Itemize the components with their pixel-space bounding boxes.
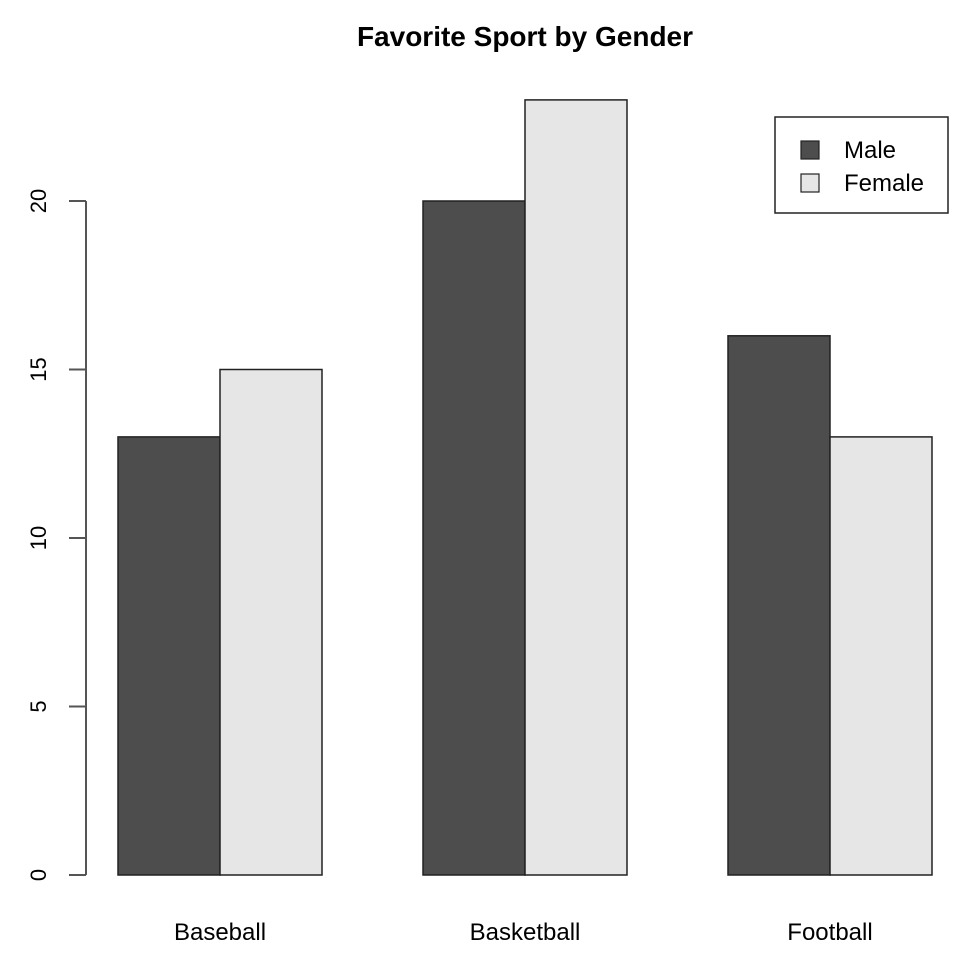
bars (117, 99, 933, 876)
legend-swatch-female (800, 173, 820, 193)
x-tick-label: Baseball (174, 919, 266, 946)
bar-female-basketball (524, 99, 628, 876)
y-tick-label: 15 (26, 357, 51, 381)
x-tick-label: Basketball (470, 919, 581, 946)
bar-male-football (727, 335, 831, 876)
bar-male-baseball (117, 436, 221, 876)
y-tick-label: 10 (26, 526, 51, 550)
x-axis-labels: Baseball Basketball Football (174, 919, 873, 946)
y-tick-label: 20 (26, 189, 51, 213)
y-axis: 0 5 10 15 20 (26, 189, 87, 881)
legend-swatch-male (800, 140, 820, 160)
bar-female-football (829, 436, 933, 876)
legend-box (774, 116, 949, 214)
x-tick-label: Football (787, 919, 872, 946)
legend: Male Female (774, 116, 949, 214)
y-tick-label: 0 (26, 869, 51, 881)
y-tick-label: 5 (26, 700, 51, 712)
bar-female-baseball (219, 368, 323, 876)
chart-title: Favorite Sport by Gender (357, 21, 693, 52)
legend-label: Female (844, 170, 924, 197)
bar-male-basketball (422, 200, 526, 876)
legend-label: Male (844, 137, 896, 164)
